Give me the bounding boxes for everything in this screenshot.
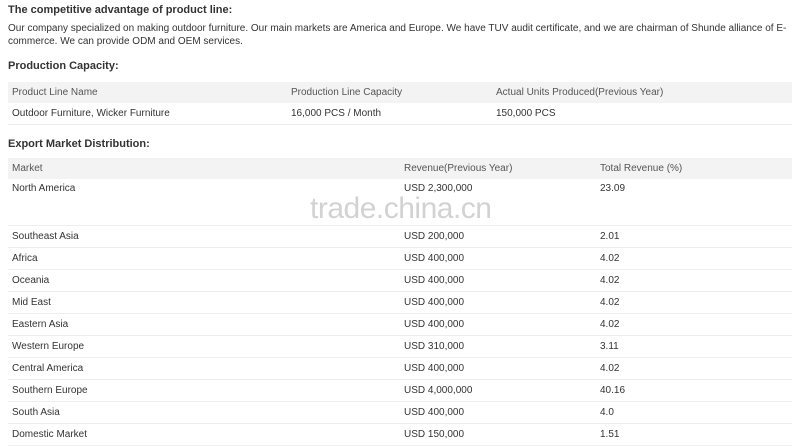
column-header: Market bbox=[8, 158, 400, 179]
table-cell: 16,000 PCS / Month bbox=[287, 103, 492, 125]
table-cell: USD 400,000 bbox=[400, 247, 596, 270]
table-row: North America USD 2,300,000 23.09 bbox=[8, 179, 792, 226]
table-cell: Africa bbox=[8, 247, 400, 270]
table-cell: USD 4,000,000 bbox=[400, 379, 596, 402]
table-cell: USD 150,000 bbox=[400, 423, 596, 446]
column-header: Product Line Name bbox=[8, 82, 287, 103]
table-cell: USD 400,000 bbox=[400, 401, 596, 424]
table-row: Domestic Market USD 150,000 1.51 bbox=[8, 423, 792, 446]
table-cell: Oceania bbox=[8, 269, 400, 292]
table-row: Outdoor Furniture, Wicker Furniture 16,0… bbox=[8, 103, 792, 125]
table-cell: South Asia bbox=[8, 401, 400, 424]
table-cell: North America bbox=[8, 179, 400, 226]
table-cell: USD 200,000 bbox=[400, 225, 596, 248]
table-cell: 2.01 bbox=[596, 225, 792, 248]
table-cell: 4.02 bbox=[596, 247, 792, 270]
table-cell: 3.11 bbox=[596, 335, 792, 358]
table-cell: USD 400,000 bbox=[400, 269, 596, 292]
table-cell: 4.0 bbox=[596, 401, 792, 424]
table-cell: Mid East bbox=[8, 291, 400, 314]
production-table: Product Line Name Production Line Capaci… bbox=[8, 82, 792, 125]
column-header: Production Line Capacity bbox=[287, 82, 492, 103]
table-cell: 40.16 bbox=[596, 379, 792, 402]
table-cell: USD 400,000 bbox=[400, 291, 596, 314]
table-header-row: Market Revenue(Previous Year) Total Reve… bbox=[8, 158, 792, 179]
table-row: Western Europe USD 310,000 3.11 bbox=[8, 335, 792, 358]
table-cell: Eastern Asia bbox=[8, 313, 400, 336]
table-cell: Western Europe bbox=[8, 335, 400, 358]
table-cell: 4.02 bbox=[596, 269, 792, 292]
table-header-row: Product Line Name Production Line Capaci… bbox=[8, 82, 792, 103]
advantage-text: Our company specialized on making outdoo… bbox=[8, 23, 787, 47]
table-cell: 23.09 bbox=[596, 179, 792, 226]
table-row: Southern Europe USD 4,000,000 40.16 bbox=[8, 379, 792, 402]
table-row: Oceania USD 400,000 4.02 bbox=[8, 269, 792, 292]
table-row: Central America USD 400,000 4.02 bbox=[8, 357, 792, 380]
table-row: South Asia USD 400,000 4.0 bbox=[8, 401, 792, 424]
watermark: trade.china.cn bbox=[310, 192, 492, 225]
table-cell: Southern Europe bbox=[8, 379, 400, 402]
table-cell: Outdoor Furniture, Wicker Furniture bbox=[8, 103, 287, 125]
table-cell: 4.02 bbox=[596, 313, 792, 336]
table-cell: Southeast Asia bbox=[8, 225, 400, 248]
column-header: Total Revenue (%) bbox=[596, 158, 792, 179]
column-header: Actual Units Produced(Previous Year) bbox=[492, 82, 792, 103]
export-title: Export Market Distribution: bbox=[8, 138, 150, 150]
table-cell: USD 400,000 bbox=[400, 357, 596, 380]
column-header: Revenue(Previous Year) bbox=[400, 158, 596, 179]
table-cell: USD 310,000 bbox=[400, 335, 596, 358]
table-cell: 4.02 bbox=[596, 357, 792, 380]
advantage-title: The competitive advantage of product lin… bbox=[8, 4, 233, 16]
table-row: Eastern Asia USD 400,000 4.02 bbox=[8, 313, 792, 336]
table-row: Southeast Asia USD 200,000 2.01 bbox=[8, 225, 792, 248]
table-cell: 4.02 bbox=[596, 291, 792, 314]
production-title: Production Capacity: bbox=[8, 60, 119, 72]
table-cell: Domestic Market bbox=[8, 423, 400, 446]
table-row: Mid East USD 400,000 4.02 bbox=[8, 291, 792, 314]
table-cell: USD 400,000 bbox=[400, 313, 596, 336]
table-row: Africa USD 400,000 4.02 bbox=[8, 247, 792, 270]
table-cell: 1.51 bbox=[596, 423, 792, 446]
table-cell: USD 2,300,000 bbox=[400, 179, 596, 226]
export-table: Market Revenue(Previous Year) Total Reve… bbox=[8, 158, 792, 446]
table-cell: Central America bbox=[8, 357, 400, 380]
table-cell: 150,000 PCS bbox=[492, 103, 792, 125]
